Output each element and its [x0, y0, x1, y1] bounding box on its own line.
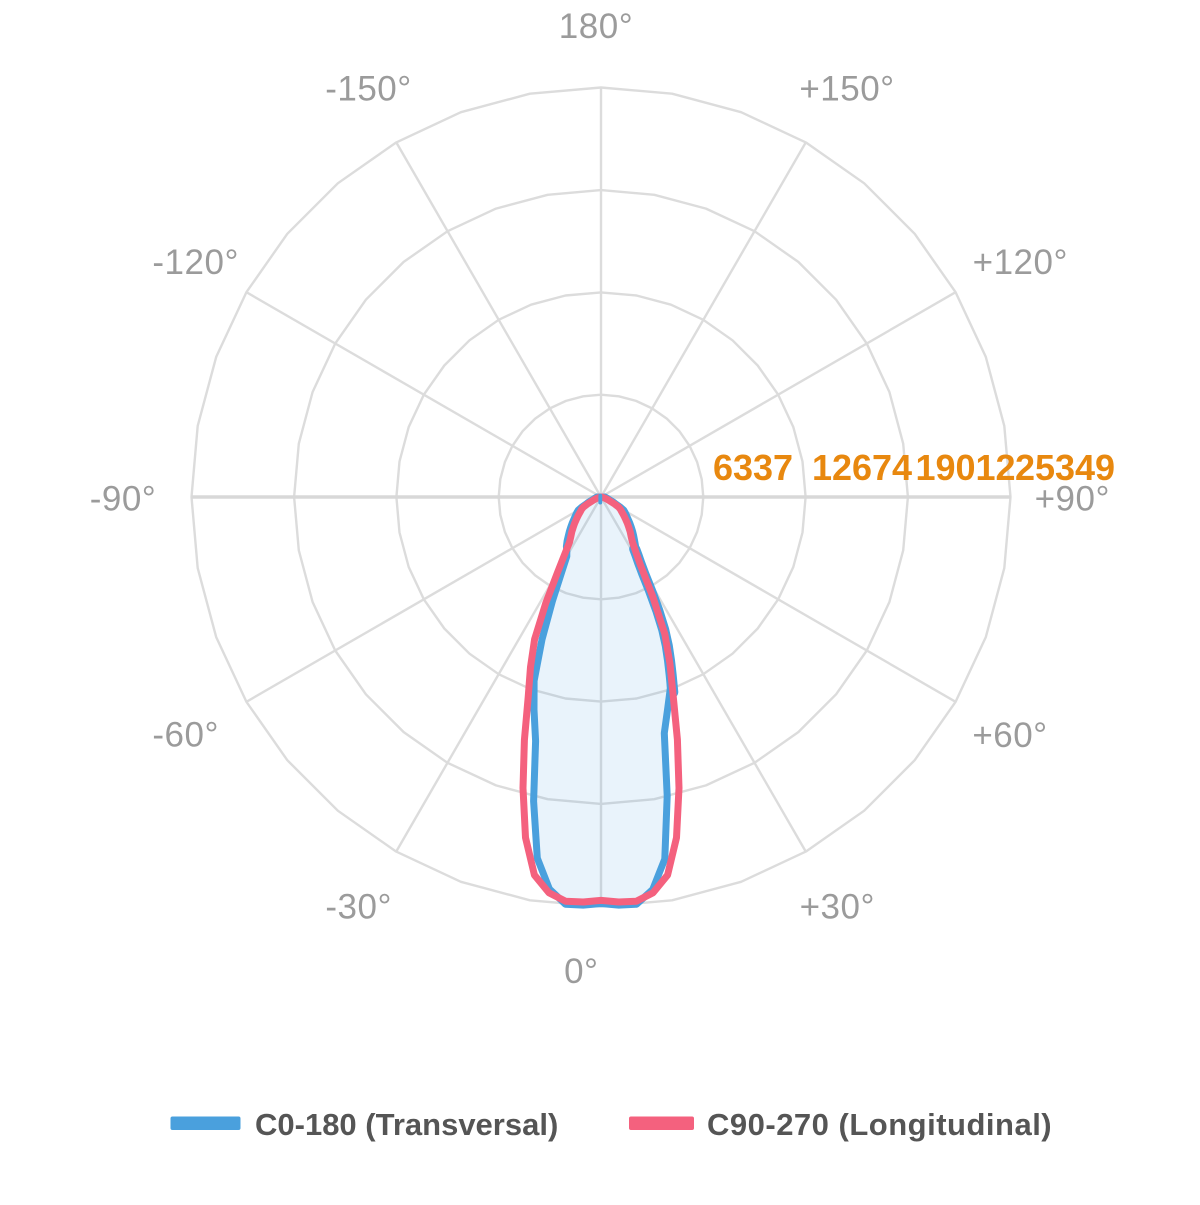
svg-text:C90-270 (Longitudinal): C90-270 (Longitudinal) [707, 1107, 1052, 1142]
svg-text:12674: 12674 [812, 447, 912, 488]
svg-text:0°: 0° [564, 952, 598, 991]
svg-text:+60°: +60° [972, 716, 1047, 755]
svg-text:C0-180 (Transversal): C0-180 (Transversal) [255, 1107, 558, 1142]
svg-text:-90°: -90° [90, 479, 157, 518]
svg-text:-60°: -60° [152, 716, 219, 755]
svg-text:25349: 25349 [1015, 447, 1115, 488]
svg-text:+150°: +150° [799, 70, 894, 109]
svg-text:+30°: +30° [800, 888, 875, 927]
svg-text:19012: 19012 [915, 447, 1015, 488]
svg-text:6337: 6337 [713, 447, 793, 488]
svg-text:-30°: -30° [325, 887, 392, 926]
svg-text:+90°: +90° [1035, 479, 1110, 518]
svg-text:180°: 180° [559, 7, 633, 46]
svg-text:-120°: -120° [152, 243, 239, 282]
svg-text:-150°: -150° [325, 69, 412, 108]
svg-text:+120°: +120° [973, 243, 1068, 282]
